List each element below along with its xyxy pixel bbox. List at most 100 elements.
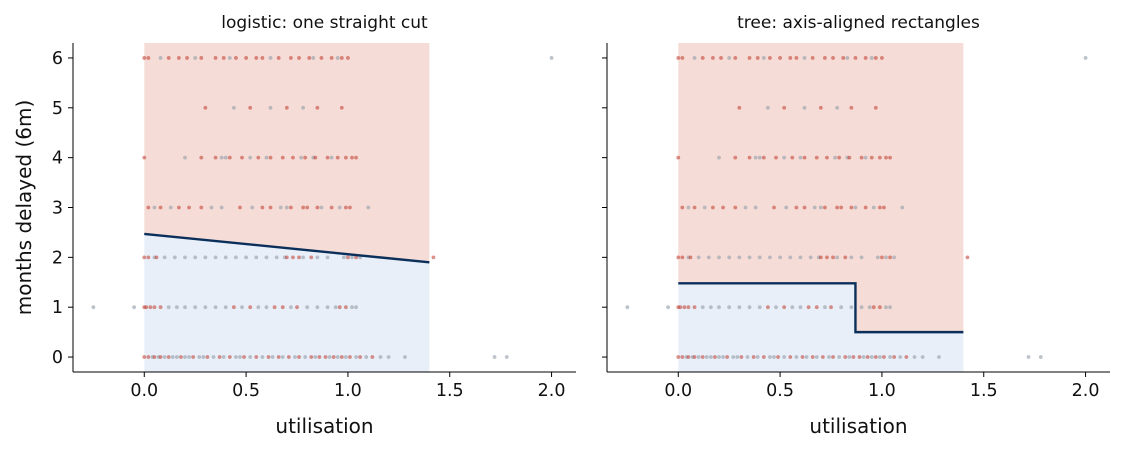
y-tick-label: 2 xyxy=(52,248,63,268)
y-axis-label: months delayed (6m) xyxy=(12,100,36,316)
data-point-gray xyxy=(737,255,742,260)
data-point-red xyxy=(778,56,782,60)
data-point-gray xyxy=(835,255,840,260)
data-point-red xyxy=(154,255,159,260)
data-point-gray xyxy=(702,205,707,210)
data-point-gray xyxy=(818,205,823,210)
data-point-gray xyxy=(168,205,173,210)
data-point-red xyxy=(820,355,825,359)
y-tick-label: 3 xyxy=(52,199,63,219)
data-point-gray xyxy=(335,355,340,359)
data-point-red xyxy=(676,355,681,359)
ontime-region xyxy=(144,233,430,372)
data-point-red xyxy=(315,205,320,210)
data-point-red xyxy=(191,355,196,359)
data-point-red xyxy=(802,155,807,160)
data-point-red xyxy=(350,155,354,160)
data-point-red xyxy=(205,355,210,359)
data-point-red xyxy=(313,155,318,160)
data-point-gray xyxy=(912,355,917,359)
data-point-red xyxy=(309,255,314,260)
data-point-red xyxy=(810,56,815,60)
data-point-gray xyxy=(708,305,713,310)
x-tick-label: 1.0 xyxy=(334,381,362,401)
data-point-gray xyxy=(798,155,803,160)
data-point-gray xyxy=(386,355,391,359)
data-point-red xyxy=(831,355,835,359)
data-point-red xyxy=(343,155,348,160)
x-tick-label: 1.5 xyxy=(436,381,464,401)
decision-boundary xyxy=(678,282,964,334)
x-tick-label: 2.0 xyxy=(538,381,566,401)
data-point-red xyxy=(737,105,742,110)
data-point-gray xyxy=(768,255,772,260)
data-point-red xyxy=(853,56,858,60)
x-tick-label: 1.5 xyxy=(970,381,998,401)
data-point-gray xyxy=(794,355,799,359)
data-point-gray xyxy=(335,56,340,60)
data-point-red xyxy=(142,255,147,260)
data-point-gray xyxy=(209,205,214,210)
data-point-red xyxy=(843,355,848,359)
data-point-red xyxy=(284,105,289,110)
data-point-red xyxy=(710,56,715,60)
x-tick-label: 0.5 xyxy=(766,381,794,401)
chart-title: tree: axis-aligned rectangles xyxy=(737,13,980,33)
data-point-gray xyxy=(869,355,874,359)
data-point-gray xyxy=(313,355,318,359)
data-point-red xyxy=(892,355,897,359)
data-point-red xyxy=(288,56,293,60)
data-point-gray xyxy=(223,255,228,260)
data-point-gray xyxy=(837,355,842,359)
data-point-red xyxy=(774,155,778,160)
data-point-gray xyxy=(696,355,701,359)
data-point-red xyxy=(142,355,147,359)
data-point-red xyxy=(733,56,738,60)
data-point-gray xyxy=(706,255,711,260)
data-point-gray xyxy=(301,255,306,260)
data-point-gray xyxy=(264,305,269,310)
data-point-red xyxy=(297,355,301,359)
data-point-red xyxy=(739,355,744,359)
data-point-red xyxy=(166,355,171,359)
data-point-red xyxy=(248,305,253,310)
data-point-gray xyxy=(1038,355,1043,359)
data-point-gray xyxy=(790,305,795,310)
data-point-gray xyxy=(743,205,748,210)
data-point-red xyxy=(849,205,854,210)
data-point-red xyxy=(719,56,723,60)
data-point-red xyxy=(346,255,350,260)
data-point-red xyxy=(794,205,799,210)
data-point-gray xyxy=(152,205,157,210)
data-point-red xyxy=(863,205,868,210)
data-point-gray xyxy=(240,305,244,310)
data-point-gray xyxy=(861,355,866,359)
y-tick-label: 5 xyxy=(52,99,63,119)
data-point-red xyxy=(865,355,870,359)
data-point-red xyxy=(825,255,829,260)
data-point-red xyxy=(199,205,204,210)
data-point-gray xyxy=(692,56,697,60)
data-point-red xyxy=(227,355,232,359)
data-point-red xyxy=(888,255,892,260)
data-point-red xyxy=(348,205,352,210)
data-point-red xyxy=(142,155,147,160)
data-point-red xyxy=(187,205,191,210)
data-point-gray xyxy=(333,305,338,310)
data-point-gray xyxy=(784,205,789,210)
data-point-gray xyxy=(305,305,310,310)
data-point-red xyxy=(788,355,793,359)
data-point-gray xyxy=(299,155,303,160)
data-point-red xyxy=(238,205,242,210)
x-tick-label: 0.5 xyxy=(232,381,260,401)
data-point-red xyxy=(873,105,878,110)
data-point-gray xyxy=(256,305,261,310)
data-point-gray xyxy=(898,355,903,359)
data-point-gray xyxy=(301,105,306,110)
data-point-gray xyxy=(735,355,740,359)
data-point-red xyxy=(904,355,909,359)
data-point-gray xyxy=(162,255,167,260)
data-point-red xyxy=(317,355,322,359)
data-point-gray xyxy=(747,305,752,310)
